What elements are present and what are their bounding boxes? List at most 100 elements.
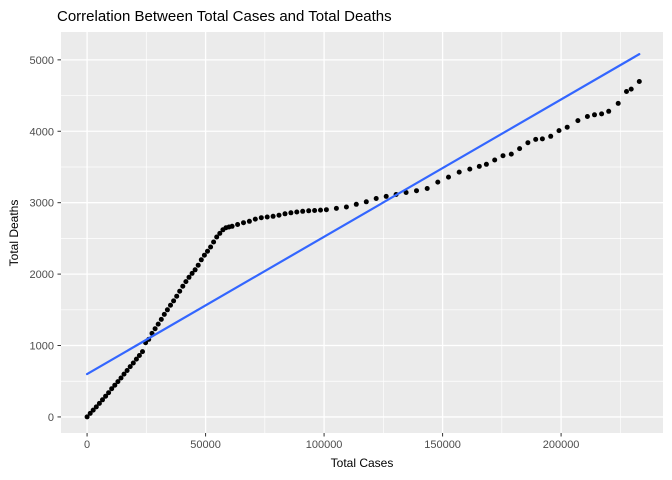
data-point: [155, 321, 161, 327]
data-point: [192, 267, 198, 273]
data-point: [130, 360, 136, 366]
data-point: [217, 230, 223, 236]
data-point: [424, 186, 430, 191]
data-point: [186, 274, 192, 280]
data-point: [323, 207, 329, 213]
data-point: [575, 118, 581, 124]
data-point: [312, 208, 318, 213]
data-point: [252, 216, 258, 222]
data-point: [615, 100, 621, 106]
data-point: [492, 157, 498, 163]
data-point: [84, 414, 90, 420]
data-point: [140, 349, 145, 355]
data-point: [343, 204, 349, 210]
y-tick-label: 0: [48, 412, 54, 424]
data-point: [592, 112, 597, 118]
data-point: [584, 114, 590, 119]
data-point: [276, 212, 282, 218]
data-point: [180, 283, 186, 289]
data-point: [318, 207, 323, 213]
data-point: [87, 410, 93, 416]
data-point: [517, 146, 523, 152]
data-point: [152, 326, 158, 332]
data-point: [124, 368, 130, 373]
y-tick-label: 2000: [30, 269, 54, 281]
data-point: [414, 188, 419, 194]
data-point: [525, 140, 531, 146]
data-point: [636, 79, 642, 84]
data-point: [121, 371, 127, 377]
data-point: [533, 136, 539, 142]
y-tick-label: 3000: [30, 198, 54, 210]
data-point: [201, 252, 207, 258]
data-point: [115, 379, 121, 385]
data-point: [208, 244, 214, 250]
data-point: [136, 353, 142, 358]
x-tick-label: 150000: [424, 439, 461, 451]
data-point: [556, 128, 562, 134]
y-tick-label: 4000: [30, 126, 54, 138]
data-point: [93, 404, 99, 410]
data-point: [214, 234, 220, 240]
data-point: [103, 393, 109, 399]
data-point: [500, 153, 506, 159]
x-tick-label: 100000: [306, 439, 343, 451]
data-point: [606, 108, 612, 114]
data-point: [435, 179, 441, 185]
y-tick-label: 1000: [30, 341, 54, 353]
data-point: [133, 356, 139, 362]
data-point: [183, 279, 189, 285]
data-point: [195, 262, 201, 268]
data-point: [106, 390, 112, 396]
data-point: [174, 293, 180, 299]
data-point: [211, 239, 217, 245]
data-point: [235, 222, 241, 227]
data-point: [177, 288, 183, 294]
data-point: [109, 386, 115, 392]
data-point: [168, 302, 173, 308]
data-point: [229, 223, 235, 229]
y-tick-label: 5000: [30, 55, 54, 67]
chart-title: Correlation Between Total Cases and Tota…: [57, 8, 392, 25]
data-point: [353, 201, 359, 207]
data-point: [383, 193, 389, 199]
data-point: [624, 89, 629, 94]
data-point: [476, 163, 482, 169]
data-point: [246, 218, 252, 224]
data-point: [264, 214, 270, 220]
data-point: [100, 397, 105, 403]
data-point: [539, 136, 545, 142]
data-point: [363, 199, 369, 205]
data-point: [456, 169, 462, 175]
data-point: [164, 307, 170, 313]
x-axis-title: Total Cases: [330, 456, 394, 470]
data-point: [158, 316, 164, 322]
data-point: [282, 211, 288, 217]
data-point: [467, 166, 473, 172]
data-point: [161, 311, 167, 317]
data-point: [446, 174, 451, 180]
data-point: [403, 190, 409, 195]
x-tick-label: 0: [84, 439, 90, 451]
data-point: [127, 364, 133, 370]
data-point: [270, 213, 276, 219]
data-point: [96, 400, 102, 406]
trend-line: [85, 53, 641, 376]
data-point: [548, 133, 554, 139]
data-point: [288, 210, 294, 216]
data-point: [508, 151, 514, 157]
data-point: [294, 209, 300, 215]
data-point: [241, 220, 246, 226]
data-point: [628, 86, 634, 92]
data-point: [564, 124, 570, 130]
data-point: [483, 161, 489, 167]
data-point: [171, 298, 177, 304]
data-point: [118, 375, 124, 381]
data-point: [189, 270, 195, 276]
data-point: [205, 248, 210, 254]
data-point: [333, 205, 339, 211]
x-tick-label: 200000: [543, 439, 580, 451]
data-point: [300, 208, 306, 214]
